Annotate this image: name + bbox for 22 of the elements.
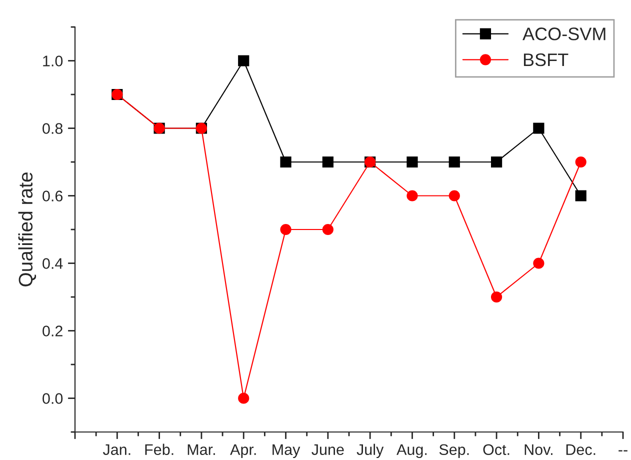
y-tick-label: 0.6 [42, 190, 63, 202]
x-tick-label: -- [618, 450, 628, 452]
x-tick-label: Sep. [439, 444, 469, 458]
x-tick-label: Nov. [524, 444, 552, 456]
x-tick-label: Aug. [396, 444, 427, 458]
x-tick-label: July [356, 444, 384, 458]
x-tick-label: Oct. [483, 444, 510, 456]
x-tick-label: Apr. [230, 444, 256, 458]
y-tick-label: 0.4 [42, 258, 63, 269]
legend-label: BSFT [524, 53, 568, 66]
y-axis-title: Qualified rate [18, 172, 36, 286]
x-tick-label: May [272, 444, 300, 458]
y-tick-label: 0.0 [42, 393, 63, 404]
x-tick-label: Mar. [188, 444, 215, 456]
x-tick-label: Jan. [102, 444, 130, 456]
x-tick-label: June [312, 444, 344, 456]
legend-label: ACO-SVM [522, 28, 606, 40]
y-tick-label: 0.8 [42, 123, 63, 134]
x-tick-label: Feb. [145, 444, 174, 456]
x-tick-label: Dec. [566, 444, 596, 456]
y-tick-label: 1.0 [43, 56, 63, 66]
y-tick-label: 0.2 [42, 326, 62, 336]
